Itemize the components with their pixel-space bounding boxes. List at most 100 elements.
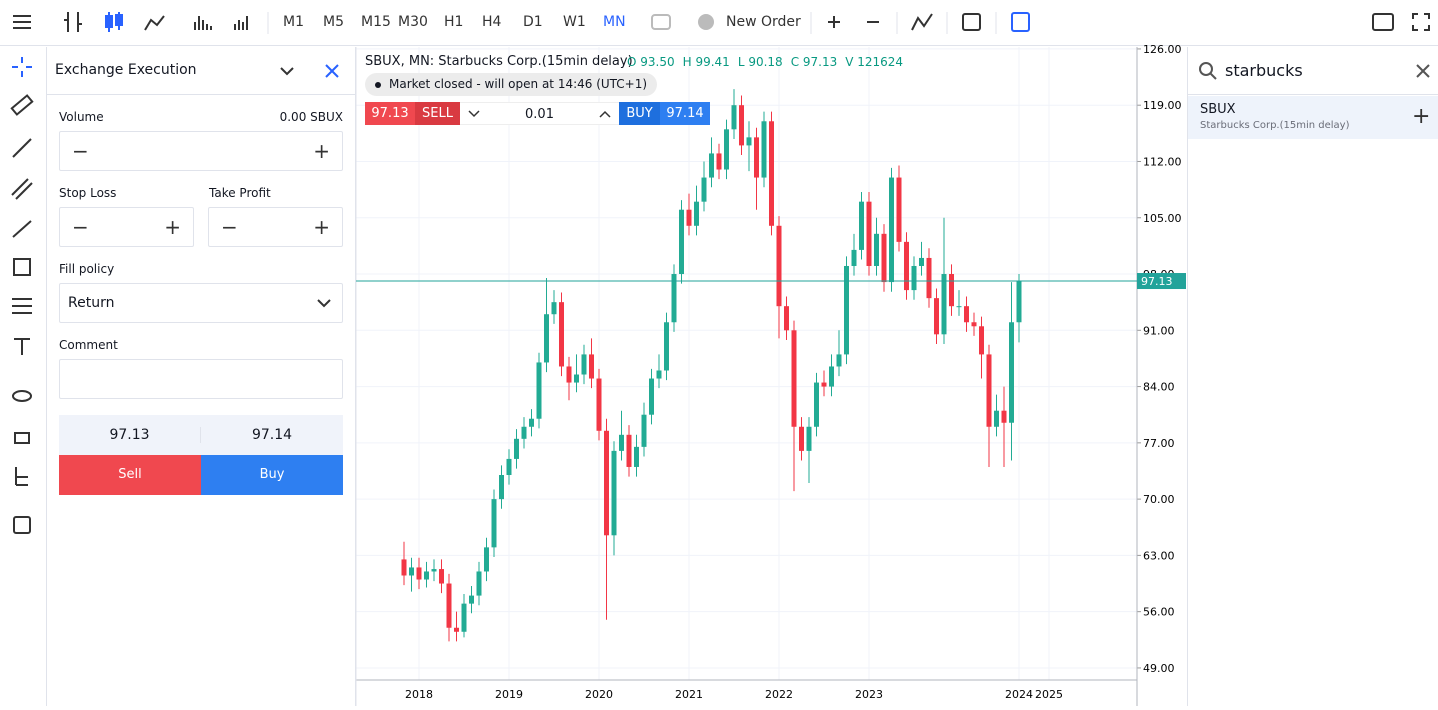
add-button[interactable]: + — [1412, 104, 1431, 129]
y-tick-label: 77.00 — [1143, 437, 1175, 450]
candle-body — [814, 382, 819, 427]
timeframe[interactable]: W1 — [563, 14, 586, 30]
comment-input[interactable] — [59, 359, 343, 399]
fill-policy-label: Fill policy — [59, 262, 115, 276]
candle-body — [881, 233, 887, 283]
search-result[interactable]: SBUX Starbucks Corp.(15min delay) + — [1188, 96, 1438, 139]
candle-body — [506, 458, 512, 476]
drawing-icons — [10, 57, 34, 534]
volume-icon[interactable] — [194, 16, 212, 30]
new-order[interactable]: New Order — [726, 14, 801, 30]
ask-price[interactable]: 97.14 — [660, 102, 710, 125]
path-icon[interactable] — [12, 220, 32, 238]
candle-body — [934, 298, 939, 335]
eye-icon[interactable] — [12, 390, 32, 402]
volume-field[interactable]: 0.01 — [460, 102, 619, 125]
close-button[interactable] — [323, 62, 341, 80]
menu-icon[interactable] — [13, 15, 31, 29]
timeframe[interactable]: M1 — [283, 14, 304, 30]
candle-body — [949, 274, 954, 307]
candle-body — [1001, 410, 1007, 423]
trendline-icon[interactable] — [12, 138, 32, 158]
x-tick-label: 2022 — [765, 688, 793, 701]
zoom-in-icon[interactable] — [828, 16, 840, 28]
up-chevron[interactable] — [599, 109, 611, 119]
bid-price[interactable]: 97.13 — [365, 102, 415, 125]
status-dot — [375, 82, 381, 88]
plus[interactable]: + — [164, 215, 181, 239]
candle-body — [724, 129, 729, 170]
calendar-icon[interactable] — [962, 13, 981, 31]
candle-body — [611, 450, 617, 536]
sell-button[interactable]: SELL — [415, 102, 460, 125]
search-query[interactable]: starbucks — [1225, 61, 1303, 80]
notes-icon[interactable] — [1011, 12, 1030, 32]
ohlcv-value: V 121624 — [845, 55, 904, 69]
volume-input[interactable]: − + — [59, 131, 343, 171]
crosshair-icon[interactable] — [12, 57, 32, 77]
x-tick-label: 2025 — [1035, 688, 1063, 701]
timeframe[interactable]: H4 — [482, 14, 502, 30]
price-row: 97.13 97.14 — [59, 415, 343, 455]
lock-icon[interactable] — [14, 432, 30, 444]
last-price-label: 97.13 — [1141, 275, 1173, 288]
indicators-icon[interactable] — [911, 13, 933, 31]
chart-symbol: SBUX, MN: Starbucks Corp.(15min delay) — [365, 54, 633, 69]
result-description: Starbucks Corp.(15min delay) — [1200, 120, 1350, 131]
timeframe[interactable]: H1 — [444, 14, 464, 30]
sell-button[interactable]: Sell — [59, 455, 201, 495]
channel-icon[interactable] — [11, 178, 33, 200]
candle-body — [941, 274, 947, 335]
trade-bar: 97.13 SELL 0.01 BUY 97.14 — [365, 102, 710, 125]
fill-policy-select[interactable]: Return — [59, 283, 343, 323]
search-panel: starbucks SBUX Starbucks Corp.(15min del… — [1187, 47, 1438, 706]
minus[interactable]: − — [72, 215, 89, 239]
candle-body — [439, 569, 444, 584]
candle-body — [896, 177, 902, 242]
volume2-icon[interactable] — [234, 16, 248, 30]
candle-body — [829, 366, 834, 387]
timeframe[interactable]: D1 — [523, 14, 543, 30]
bars-icon[interactable] — [64, 12, 82, 32]
candle-body — [739, 105, 744, 146]
screenshot-icon[interactable] — [1372, 13, 1394, 31]
fullscreen-icon[interactable] — [1412, 13, 1430, 31]
candle-body — [431, 569, 437, 572]
chevron[interactable] — [277, 63, 297, 79]
clock-icon[interactable] — [698, 14, 714, 30]
timeframe[interactable]: M5 — [323, 14, 344, 30]
text-icon[interactable] — [14, 338, 30, 355]
candles-icon[interactable] — [105, 12, 123, 32]
minus[interactable]: − — [72, 139, 89, 163]
minus[interactable]: − — [221, 215, 238, 239]
timeframe[interactable]: MN — [603, 14, 626, 30]
tree-icon[interactable] — [15, 467, 28, 486]
stop-loss-input[interactable]: − + — [59, 207, 194, 247]
search-box[interactable]: starbucks — [1188, 47, 1438, 95]
clear-button[interactable] — [1416, 64, 1430, 78]
candle-body — [581, 354, 587, 375]
candle-body — [686, 209, 692, 226]
candle-body — [664, 322, 669, 371]
timeframe[interactable]: M30 — [398, 14, 428, 30]
volume-value: 0.01 — [525, 107, 554, 122]
candle-body — [514, 438, 519, 459]
take-profit-input[interactable]: − + — [208, 207, 343, 247]
timeframe[interactable]: M15 — [361, 14, 391, 30]
shape-icon[interactable] — [13, 258, 31, 276]
ruler-icon[interactable] — [10, 94, 34, 116]
list-icon[interactable] — [13, 516, 31, 534]
y-tick-label: 91.00 — [1143, 324, 1175, 337]
down-chevron[interactable] — [468, 109, 480, 119]
link-icon[interactable] — [651, 14, 671, 30]
status-text: Market closed - will open at 14:46 (UTC+… — [389, 77, 648, 91]
plus[interactable]: + — [313, 139, 330, 163]
plus[interactable]: + — [313, 215, 330, 239]
order-panel: Exchange Execution Volume 0.00 SBUX − + S… — [47, 47, 356, 706]
buy-button[interactable]: BUY — [619, 102, 660, 125]
buy-button[interactable]: Buy — [201, 455, 343, 495]
fib-icon[interactable] — [12, 298, 32, 314]
ohlcv: O 93.50 H 99.41 L 90.18 C 97.13 V 121624 — [627, 55, 911, 69]
candle-body — [716, 153, 722, 170]
line-icon[interactable] — [144, 15, 165, 31]
